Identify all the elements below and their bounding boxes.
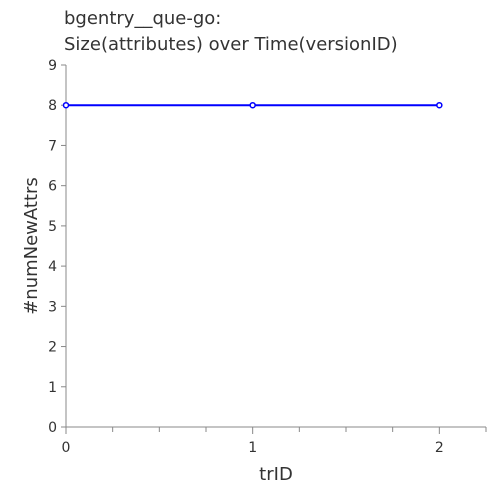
chart-title-line-1: bgentry__que-go: — [64, 8, 221, 29]
chart-title-line-2: Size(attributes) over Time(versionID) — [64, 34, 398, 55]
data-point-0-0 — [62, 101, 70, 109]
tick-marks: 0 1 2 3 4 5 6 7 8 9 0 1 2 — [48, 58, 487, 456]
data-point-0-2 — [436, 101, 443, 109]
y-tick-label-0: 0 — [48, 420, 57, 436]
y-tick-label-7: 7 — [48, 138, 57, 154]
axes — [65, 65, 486, 428]
y-axis-title: #numNewAttrs — [21, 177, 42, 315]
x-tick-label-0: 0 — [62, 440, 71, 456]
x-tick-label-2: 2 — [435, 440, 444, 456]
y-tick-label-8: 8 — [48, 98, 57, 114]
y-tick-label-5: 5 — [48, 219, 57, 235]
y-tick-label-4: 4 — [48, 259, 57, 275]
y-tick-label-6: 6 — [48, 179, 57, 195]
data-point-0-1 — [249, 101, 256, 109]
series-layer — [62, 101, 443, 109]
y-tick-label-1: 1 — [48, 380, 57, 396]
x-tick-label-1: 1 — [248, 440, 257, 456]
x-axis-title: trID — [259, 464, 293, 485]
y-tick-label-9: 9 — [48, 58, 57, 74]
y-tick-label-3: 3 — [48, 299, 57, 315]
y-tick-label-2: 2 — [48, 340, 57, 356]
